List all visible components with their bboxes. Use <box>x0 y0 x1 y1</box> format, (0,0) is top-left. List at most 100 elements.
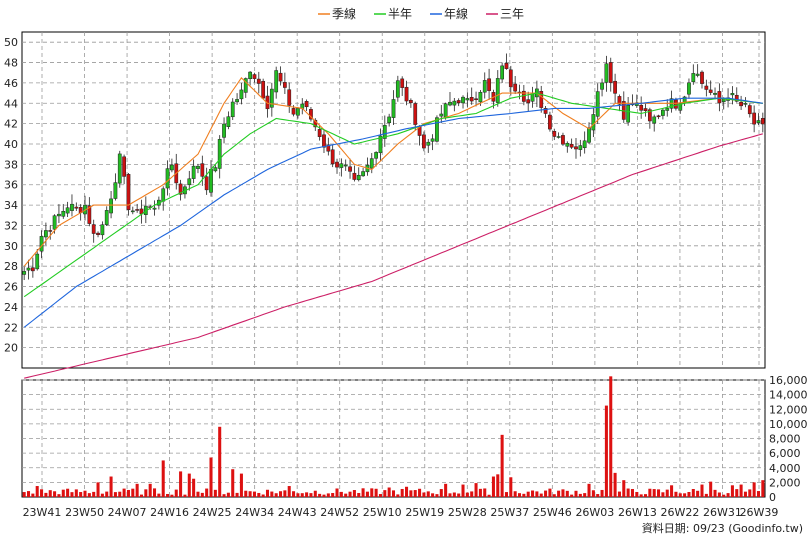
moving-average-lines <box>23 76 763 379</box>
candle-body <box>508 69 513 88</box>
candle-body <box>409 99 413 104</box>
volume-bar <box>687 492 691 497</box>
volume-bar <box>709 481 713 497</box>
candle-body <box>322 134 326 148</box>
candle-body <box>734 94 739 102</box>
volume-bar <box>113 492 117 497</box>
volume-bar <box>457 493 461 497</box>
volume-bar <box>622 480 626 497</box>
volume-bar <box>126 489 130 497</box>
volume-bar <box>318 493 322 497</box>
volume-bar <box>535 491 539 497</box>
volume-bar <box>478 488 482 497</box>
candle-body <box>747 105 752 115</box>
candle-body <box>309 109 313 120</box>
x-tick-label: 24W43 <box>278 506 317 519</box>
legend-label: 年線 <box>444 6 468 21</box>
volume-bar <box>544 490 548 497</box>
volume-bar <box>722 494 726 497</box>
candle-body <box>339 163 344 168</box>
volume-tick-label: 16,000 <box>769 374 808 387</box>
price-tick-label: 50 <box>4 36 18 49</box>
candle-body <box>608 62 613 83</box>
volume-bar <box>504 492 508 497</box>
price-tick-label: 28 <box>4 260 18 273</box>
volume-bar <box>665 489 669 497</box>
candle-body <box>104 210 109 225</box>
volume-bar <box>517 493 522 497</box>
volume-bar <box>31 493 35 497</box>
candle-body <box>304 101 309 108</box>
volume-bar <box>148 483 152 497</box>
volume-bar <box>748 489 752 497</box>
candle-body <box>704 85 709 90</box>
candle-body <box>135 209 140 211</box>
volume-bar <box>70 492 74 497</box>
volume-bar <box>105 491 109 497</box>
candle-body <box>469 96 474 102</box>
legend-label: 三年 <box>500 7 524 21</box>
volume-bar <box>213 489 217 497</box>
volume-bar <box>109 476 113 497</box>
candle-body <box>543 108 548 114</box>
candle-body <box>361 171 365 177</box>
candle-body <box>404 86 409 102</box>
volume-bar <box>87 493 91 497</box>
volume-bar <box>513 491 517 497</box>
candle-body <box>647 109 652 122</box>
candle-body <box>435 117 439 142</box>
candle-body <box>87 205 92 224</box>
candle-body <box>656 115 661 118</box>
volume-bar <box>287 486 291 497</box>
candle-body <box>213 167 218 172</box>
volume-bar <box>209 457 213 497</box>
candle-body <box>717 91 722 104</box>
volume-bar <box>444 483 448 497</box>
volume-bar <box>587 483 591 497</box>
volume-bar <box>643 494 648 497</box>
volume-bar <box>413 490 417 497</box>
candle-body <box>713 92 717 95</box>
volume-bar <box>339 491 343 497</box>
candle-body <box>96 232 100 235</box>
volume-bar <box>383 490 387 497</box>
candle-body <box>513 83 518 92</box>
candle-body <box>600 82 604 90</box>
candle-body <box>721 98 726 103</box>
volume-bar <box>252 491 256 497</box>
volume-bar <box>118 491 122 497</box>
x-tick-label: 24W34 <box>235 506 274 519</box>
volume-bar <box>139 494 144 497</box>
candle-body <box>61 211 66 217</box>
candle-body <box>230 101 235 118</box>
candle-body <box>65 207 70 214</box>
volume-bar <box>274 493 278 497</box>
candle-body <box>326 144 331 152</box>
volume-bar <box>639 494 643 497</box>
volume-bar <box>635 491 639 497</box>
legend: 季線 半年 年線 三年 <box>318 6 524 21</box>
volume-bar <box>422 492 426 497</box>
volume-bar <box>739 484 743 497</box>
volume-bar <box>344 493 348 497</box>
candle-body <box>548 114 552 130</box>
candle-body <box>374 152 378 159</box>
candle-body <box>44 230 48 238</box>
candle-body <box>652 116 657 124</box>
candle-body <box>439 113 444 117</box>
candle-body <box>561 135 565 145</box>
volume-bar <box>40 489 44 497</box>
volume-bar <box>144 489 148 497</box>
volume-bar <box>426 491 430 497</box>
x-tick-label: 23W41 <box>23 506 62 519</box>
volume-grid <box>22 379 765 497</box>
volume-bar <box>670 485 674 497</box>
volume-bar <box>591 490 595 497</box>
price-tick-label: 38 <box>4 158 18 171</box>
candle-body <box>356 174 361 181</box>
volume-bar <box>531 490 535 497</box>
volume-bar <box>283 490 287 497</box>
volume-bar <box>357 493 361 497</box>
